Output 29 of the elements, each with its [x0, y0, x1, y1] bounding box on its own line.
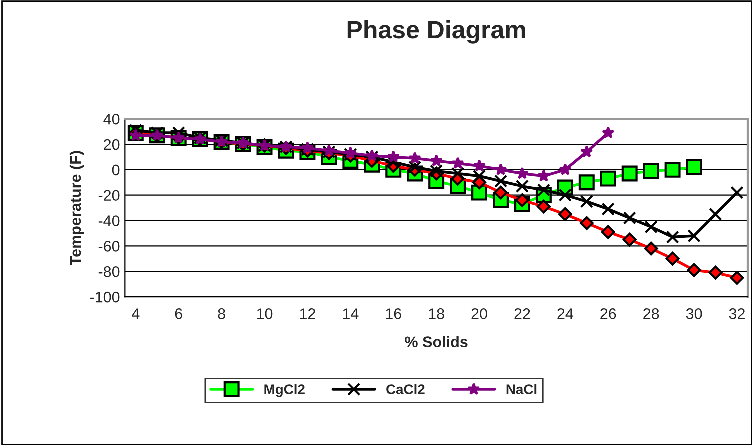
x-tick-label: 8: [218, 308, 226, 320]
x-tick-label: 32: [729, 308, 745, 320]
x-tick-label: 30: [686, 308, 702, 320]
legend-label: NaCl: [506, 384, 537, 394]
x-tick-label: 24: [558, 308, 574, 320]
x-tick-label: 22: [514, 308, 530, 320]
y-tick-label: -60: [98, 241, 120, 252]
y-axis-title: Temperature (F): [70, 151, 84, 266]
legend-label: MgCl2: [264, 384, 305, 398]
y-tick-label: -20: [98, 190, 120, 202]
y-tick-label: 40: [104, 114, 120, 125]
x-tick-label: 12: [300, 308, 316, 320]
legend-label: CaCl2: [386, 384, 425, 394]
x-axis-title: % Solids: [405, 336, 468, 348]
x-tick-label: 20: [472, 308, 488, 320]
x-tick-label: 4: [132, 308, 140, 320]
y-tick-label: 0: [112, 164, 120, 176]
x-tick-label: 28: [644, 308, 660, 320]
y-tick-label: -100: [90, 292, 120, 303]
x-tick-label: 18: [429, 308, 444, 320]
chart-title: Phase Diagram: [348, 20, 526, 44]
y-tick-label: 20: [104, 139, 120, 150]
x-tick-label: 14: [343, 308, 359, 320]
x-tick-label: 26: [600, 308, 616, 320]
x-tick-label: 10: [257, 308, 273, 320]
y-tick-label: -80: [98, 266, 120, 278]
y-tick-label: -40: [98, 216, 120, 226]
x-tick-label: 6: [175, 308, 182, 320]
x-tick-label: 16: [386, 308, 402, 320]
